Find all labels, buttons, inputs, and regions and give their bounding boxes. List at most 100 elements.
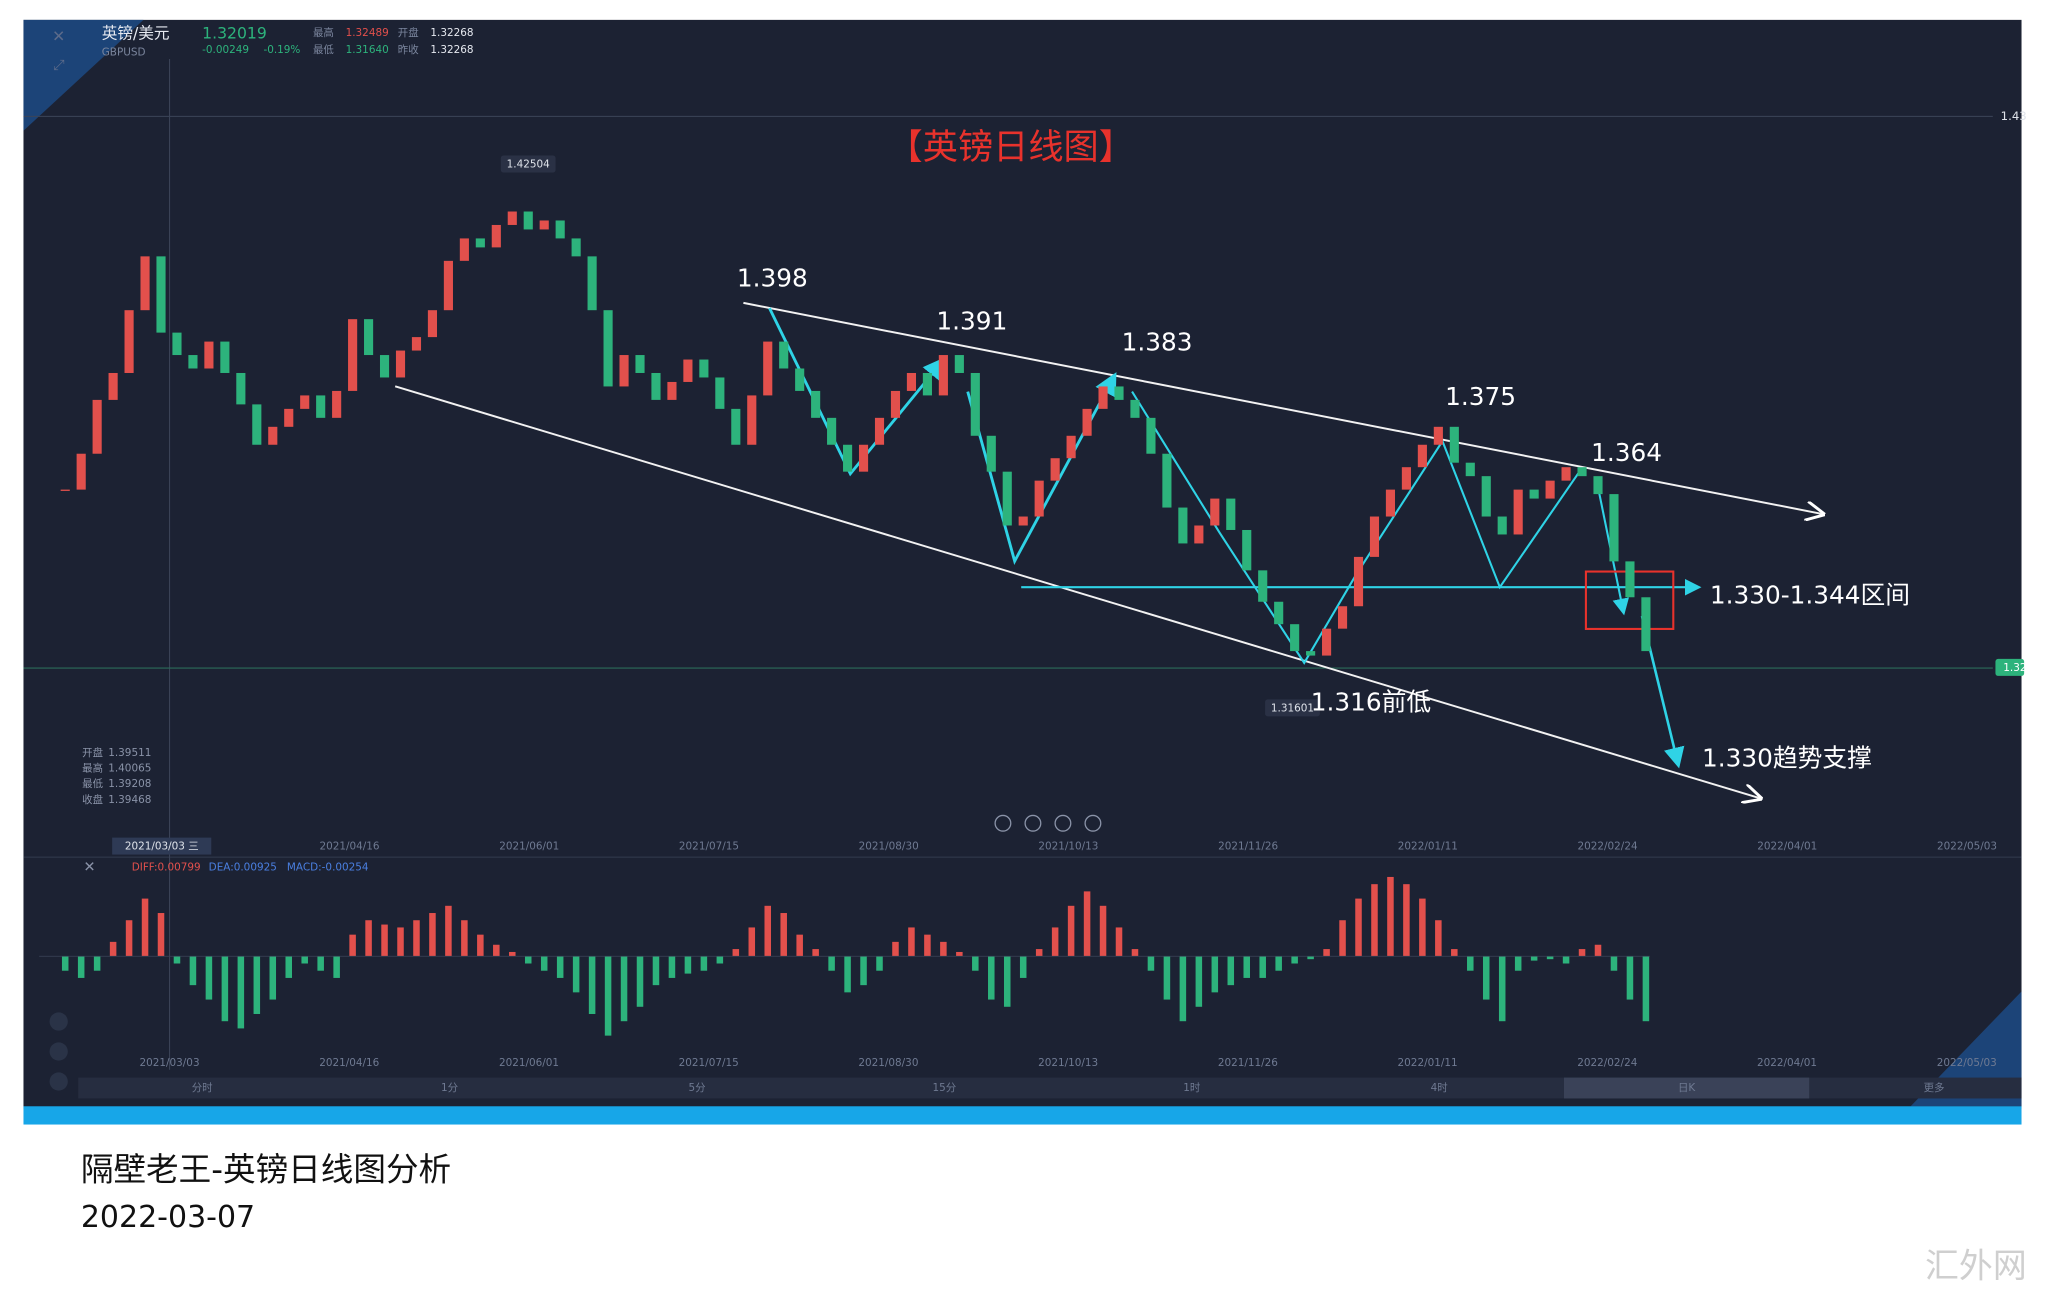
candle — [220, 341, 230, 373]
candle — [779, 341, 789, 369]
candle — [906, 372, 917, 391]
date-axis-label: 2022/01/11 — [1398, 841, 1458, 853]
macd-bar — [604, 956, 612, 1036]
symbol-code: GBPUSD — [102, 46, 146, 58]
crosshair-date: 2021/03/03 三 — [125, 841, 199, 853]
macd-bar — [1307, 956, 1314, 960]
macd-bar — [109, 941, 117, 957]
macd-bar — [1467, 956, 1474, 971]
macd-bar — [1259, 956, 1266, 978]
candle — [667, 381, 677, 400]
timeframe-tab[interactable]: 1时 — [1183, 1082, 1201, 1094]
active-tab — [1564, 1077, 1810, 1099]
date-axis-label: 2022/05/03 — [1937, 841, 1997, 853]
nav-button[interactable] — [1024, 814, 1042, 832]
macd-bar — [972, 956, 979, 971]
candle — [156, 256, 166, 333]
candle — [443, 260, 453, 311]
macd-bar — [269, 956, 277, 1000]
macd-bar — [77, 956, 85, 978]
macd-bar — [828, 956, 835, 971]
macd-bar — [317, 956, 324, 971]
expand-icon[interactable]: ⤢ — [53, 58, 64, 74]
annotation: 1.316前低 — [1311, 687, 1431, 716]
candle — [1529, 489, 1539, 499]
macd-bar — [1626, 956, 1634, 1000]
macd-bar — [1131, 949, 1139, 957]
candle — [1513, 489, 1523, 535]
macd-date-label: 2021/07/15 — [679, 1057, 739, 1069]
symbol[interactable]: 英镑/美元 — [102, 24, 170, 43]
candle — [140, 256, 150, 311]
candle — [858, 444, 869, 472]
candle — [284, 408, 294, 427]
macd-bar — [365, 920, 372, 957]
nav-button[interactable] — [1084, 814, 1102, 832]
date-axis-label: 2021/08/30 — [859, 841, 919, 853]
macd-bar — [285, 956, 293, 978]
macd-bar — [1003, 956, 1011, 1007]
wave-line — [768, 307, 947, 477]
stat-value: 1.32489 — [346, 27, 389, 39]
stat-value: 1.31640 — [346, 44, 389, 56]
chart-title: 【英镑日线图】 — [888, 127, 1134, 168]
macd-bar — [1435, 920, 1442, 957]
candle — [651, 372, 661, 400]
candle — [827, 417, 837, 445]
candle — [1577, 467, 1587, 477]
timeframe-tab[interactable]: 更多 — [1924, 1081, 1945, 1094]
macd-bar — [445, 905, 452, 957]
candle — [1210, 498, 1220, 526]
candle — [1369, 516, 1380, 557]
candle — [1242, 529, 1252, 571]
macd-bar — [892, 941, 899, 957]
macd-bar — [205, 956, 213, 1000]
header: 英镑/美元 GBPUSD 1.32019 -0.00249 -0.19% 最高 1… — [102, 24, 474, 59]
macd-bar — [716, 956, 724, 964]
macd-bar — [844, 956, 851, 993]
candle — [1114, 386, 1124, 400]
date-axis-label: 2021/04/16 — [319, 841, 379, 853]
macd-bar — [1578, 949, 1586, 957]
nav-button[interactable] — [994, 814, 1012, 832]
timeframe-tab[interactable]: 5分 — [688, 1082, 705, 1094]
candle — [938, 355, 948, 396]
candle — [1098, 386, 1108, 409]
macd-bar — [668, 956, 676, 978]
macd-bar — [1339, 920, 1346, 957]
nav-button[interactable] — [1054, 814, 1072, 832]
candle — [795, 368, 805, 391]
macd-bar — [700, 956, 708, 971]
info-value: 1.40065 — [108, 762, 151, 774]
timeframe-tab[interactable]: 分时 — [192, 1082, 213, 1094]
candle — [1290, 624, 1300, 652]
macd-bar — [588, 956, 596, 1014]
timeframe-tab[interactable]: 日K — [1678, 1082, 1696, 1094]
candle — [523, 211, 533, 230]
info-value: 1.39208 — [108, 778, 151, 790]
info-label: 最低 — [82, 777, 103, 790]
timeframe-tab[interactable]: 4时 — [1431, 1082, 1449, 1094]
tool-icon[interactable] — [49, 1072, 68, 1091]
candle — [1449, 426, 1459, 463]
date-axis-label: 2021/07/15 — [679, 841, 739, 853]
candle — [348, 319, 358, 391]
macd-bar — [1195, 956, 1203, 1007]
candle — [874, 417, 885, 445]
timeframe-tab[interactable]: 15分 — [933, 1082, 957, 1094]
macd-bar — [940, 941, 947, 957]
tool-icon[interactable] — [49, 1012, 68, 1031]
tool-icon[interactable] — [49, 1042, 68, 1061]
macd-close[interactable]: ✕ — [83, 860, 95, 876]
macd-bar — [1387, 876, 1394, 957]
close-icon[interactable]: ✕ — [52, 26, 65, 45]
macd-date-label: 2021/06/01 — [499, 1057, 559, 1069]
macd-bar — [301, 956, 308, 964]
macd-bar — [652, 956, 660, 986]
macd-bar — [125, 920, 133, 957]
macd-bar — [748, 927, 756, 957]
timeframe-tab[interactable]: 1分 — [441, 1082, 458, 1094]
macd-bar — [1451, 949, 1458, 957]
candle — [1385, 489, 1396, 517]
